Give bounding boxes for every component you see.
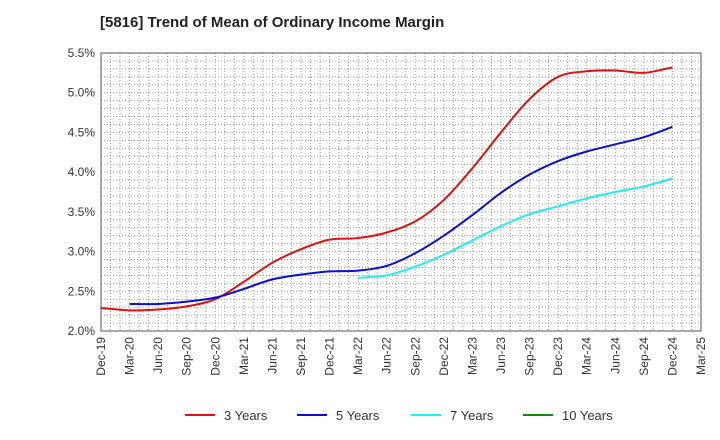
x-tick-label: Sep-20 bbox=[180, 337, 194, 376]
y-tick-label: 2.5% bbox=[68, 284, 96, 298]
plot-area bbox=[101, 53, 701, 331]
x-tick-label: Dec-20 bbox=[208, 337, 222, 376]
x-tick-label: Mar-21 bbox=[237, 337, 251, 375]
y-tick-label: 5.0% bbox=[68, 86, 96, 100]
series-line-5-years bbox=[129, 125, 673, 306]
x-tick-label: Mar-24 bbox=[580, 337, 594, 375]
y-tick-label: 3.0% bbox=[68, 245, 96, 259]
plot-frame bbox=[100, 52, 702, 332]
y-tick-label: 4.0% bbox=[68, 165, 96, 179]
y-tick-label: 2.0% bbox=[68, 324, 96, 338]
x-tick-label: Jun-23 bbox=[494, 337, 508, 374]
x-tick-label: Sep-24 bbox=[637, 337, 651, 376]
y-tick-label: 3.5% bbox=[68, 205, 96, 219]
x-tick-label: Mar-22 bbox=[351, 337, 365, 375]
x-tick-label: Dec-22 bbox=[437, 337, 451, 376]
x-tick-label: Dec-24 bbox=[665, 337, 679, 376]
legend-label-5-years: 5 Years bbox=[336, 408, 380, 423]
x-tick-label: Jun-24 bbox=[608, 337, 622, 374]
series-line-7-years bbox=[358, 177, 673, 279]
chart-title: [5816] Trend of Mean of Ordinary Income … bbox=[100, 14, 445, 31]
x-tick-label: Jun-20 bbox=[151, 337, 165, 374]
x-tick-label: Dec-23 bbox=[551, 337, 565, 376]
x-tick-label: Mar-23 bbox=[465, 337, 479, 375]
x-tick-label: Sep-21 bbox=[294, 337, 308, 376]
legend-label-7-years: 7 Years bbox=[450, 408, 494, 423]
x-tick-label: Jun-22 bbox=[380, 337, 394, 374]
x-tick-label: Sep-22 bbox=[408, 337, 422, 376]
y-tick-label: 5.5% bbox=[68, 46, 96, 60]
x-tick-label: Dec-19 bbox=[94, 337, 108, 376]
x-tick-label: Mar-20 bbox=[123, 337, 137, 375]
x-tick-label: Mar-25 bbox=[694, 337, 708, 375]
y-tick-label: 4.5% bbox=[68, 125, 96, 139]
x-tick-label: Dec-21 bbox=[323, 337, 337, 376]
x-tick-label: Jun-21 bbox=[265, 337, 279, 374]
legend-label-10-years: 10 Years bbox=[562, 408, 613, 423]
x-tick-label: Sep-23 bbox=[523, 337, 537, 376]
series-line-3-years bbox=[100, 66, 673, 312]
legend-label-3-years: 3 Years bbox=[224, 408, 268, 423]
